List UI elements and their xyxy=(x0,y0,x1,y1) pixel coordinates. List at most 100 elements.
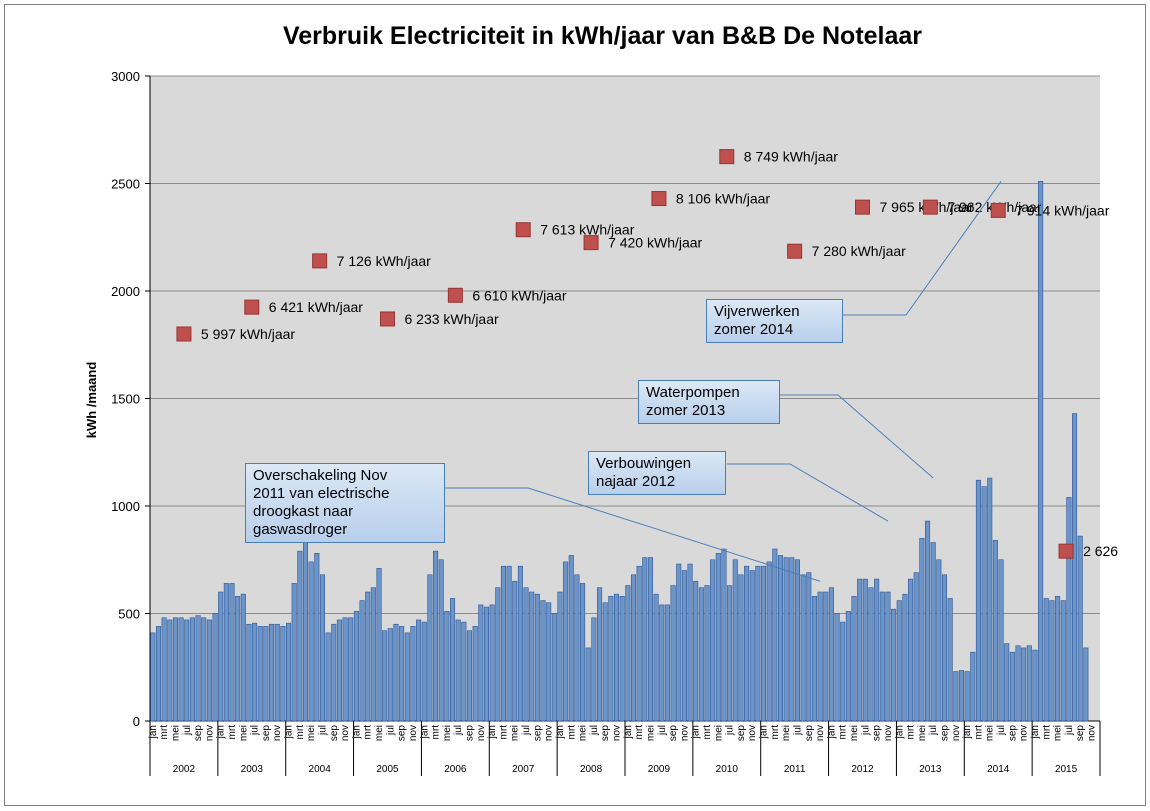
x-month-label: mei xyxy=(442,725,453,741)
bar xyxy=(636,565,642,722)
x-year-label: 2008 xyxy=(580,764,603,775)
bar xyxy=(1077,535,1083,722)
bar xyxy=(608,595,614,722)
bar xyxy=(286,622,292,722)
bar xyxy=(353,611,359,722)
annual-label: 7 280 kWh/jaar xyxy=(812,243,906,259)
bar xyxy=(766,561,772,722)
x-month-label: mrt xyxy=(159,725,170,740)
bar xyxy=(376,568,382,722)
x-month-label: jan xyxy=(555,725,566,739)
y-tick-label: 2500 xyxy=(111,177,140,192)
x-month-label: mrt xyxy=(906,725,917,740)
y-tick-label: 1000 xyxy=(111,499,140,514)
x-month-label: sep xyxy=(464,725,475,742)
x-year-label: 2012 xyxy=(851,764,874,775)
annual-marker xyxy=(312,253,328,269)
annual-label: 6 233 kWh/jaar xyxy=(405,311,499,327)
x-month-label: jul xyxy=(928,725,939,736)
x-month-label: mei xyxy=(306,725,317,741)
bar xyxy=(625,585,631,722)
x-year-label: 2006 xyxy=(444,764,467,775)
bar xyxy=(806,572,812,722)
bar xyxy=(218,591,224,722)
x-month-label: sep xyxy=(1007,725,1018,742)
annotation-line: gaswasdroger xyxy=(253,521,348,538)
bar xyxy=(885,591,891,722)
bar xyxy=(382,630,388,722)
bar xyxy=(602,602,608,722)
x-month-label: mei xyxy=(781,725,792,741)
x-month-label: nov xyxy=(544,725,555,741)
bar xyxy=(308,561,314,722)
bar xyxy=(772,548,778,722)
bar xyxy=(687,563,693,722)
bar xyxy=(732,559,738,722)
bar xyxy=(342,617,348,722)
y-tick-label: 0 xyxy=(133,714,140,729)
bar xyxy=(302,537,309,722)
annotation-line: 2011 van electrische xyxy=(253,485,390,502)
bar xyxy=(455,619,461,722)
bar xyxy=(925,520,931,722)
bar xyxy=(664,604,670,722)
x-month-label: nov xyxy=(747,725,758,741)
bar xyxy=(189,617,195,722)
x-month-label: jul xyxy=(453,725,464,736)
x-month-label: nov xyxy=(476,725,487,741)
x-month-label: jul xyxy=(182,725,193,736)
bar xyxy=(416,619,422,722)
bar xyxy=(348,617,354,722)
annotation-line: Waterpompen xyxy=(646,384,740,401)
x-month-label: jan xyxy=(216,725,227,739)
bar xyxy=(789,557,795,722)
annotation-leader xyxy=(843,181,1002,316)
bar xyxy=(523,587,529,722)
x-month-label: jan xyxy=(826,725,837,739)
bar xyxy=(319,574,325,722)
bar xyxy=(1055,595,1061,722)
bar xyxy=(902,593,908,722)
x-month-label: jul xyxy=(860,725,871,736)
x-month-label: jan xyxy=(894,725,905,739)
bar xyxy=(834,613,840,722)
bar xyxy=(336,619,342,722)
bar xyxy=(1072,413,1078,722)
annual-label: 2 626 xyxy=(1083,543,1118,559)
bar xyxy=(257,626,263,722)
bar xyxy=(975,479,981,722)
bar xyxy=(919,537,925,722)
y-axis-label: kWh /maand xyxy=(84,362,99,439)
x-month-label: sep xyxy=(872,725,883,742)
bar xyxy=(433,550,439,722)
bar xyxy=(489,604,495,722)
x-month-label: jan xyxy=(691,725,702,739)
x-month-label: jul xyxy=(996,725,1007,736)
x-month-label: mrt xyxy=(838,725,849,740)
x-month-label: jul xyxy=(385,725,396,736)
bar xyxy=(896,600,902,722)
x-month-label: mei xyxy=(713,725,724,741)
x-month-label: mei xyxy=(645,725,656,741)
bar xyxy=(280,626,286,722)
x-year-label: 2015 xyxy=(1055,764,1078,775)
bar xyxy=(359,600,365,722)
bar xyxy=(698,587,704,722)
bar xyxy=(444,611,450,722)
x-month-label: jan xyxy=(284,725,295,739)
x-month-label: nov xyxy=(1087,725,1098,741)
x-month-label: sep xyxy=(261,725,272,742)
bar xyxy=(161,617,167,722)
x-month-label: mei xyxy=(238,725,249,741)
bar xyxy=(591,617,597,722)
bar xyxy=(1009,651,1015,722)
bar xyxy=(438,559,444,722)
bar xyxy=(941,574,948,722)
bar xyxy=(777,555,784,722)
annual-marker xyxy=(244,299,260,315)
bar xyxy=(500,565,506,722)
bar xyxy=(1049,600,1055,722)
x-month-label: jan xyxy=(1030,725,1041,739)
x-month-label: nov xyxy=(612,725,623,741)
